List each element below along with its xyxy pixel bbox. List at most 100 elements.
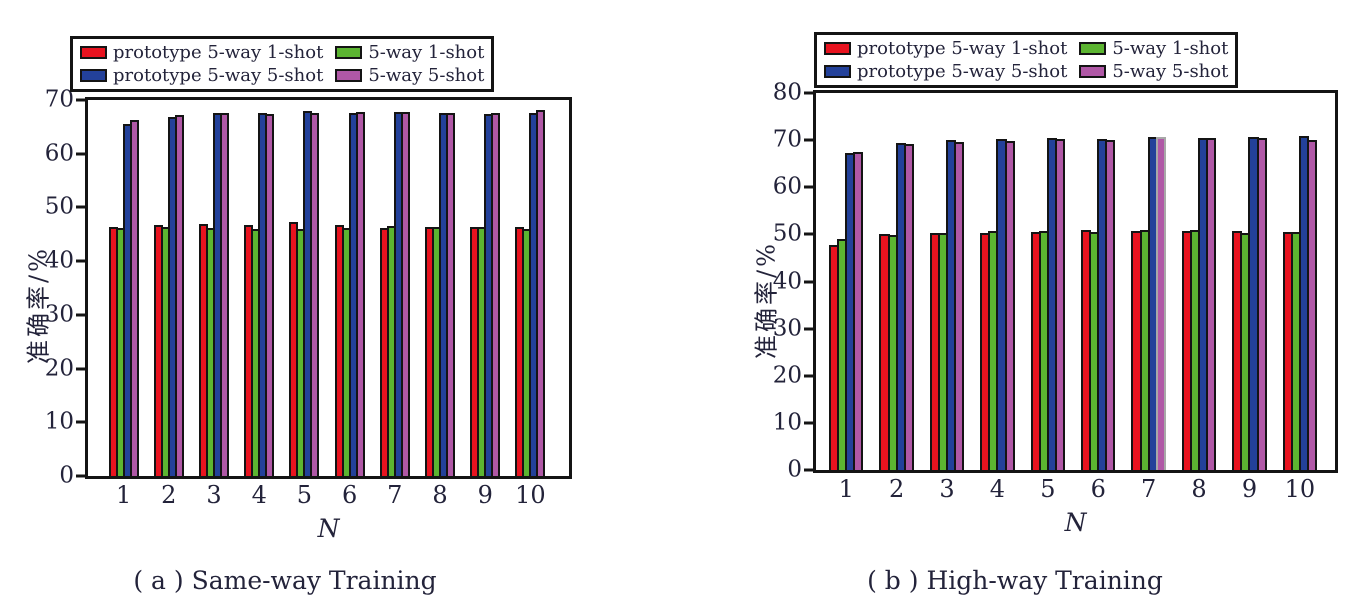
legend-item: 5-way 5-shot — [335, 64, 484, 87]
bar-group — [101, 100, 146, 476]
bar — [491, 112, 501, 476]
bar — [220, 113, 230, 476]
bar — [129, 119, 139, 476]
legend-label: 5-way 1-shot — [1112, 38, 1229, 59]
legend-swatch-icon — [824, 42, 851, 55]
bar — [1256, 137, 1267, 470]
legend-label: prototype 5-way 1-shot — [857, 38, 1068, 59]
y-tick-mark — [804, 138, 814, 142]
y-tick-label: 80 — [772, 79, 802, 106]
y-tick-mark — [804, 91, 814, 95]
x-tick-label: 3 — [939, 475, 955, 503]
legend: prototype 5-way 1-shot 5-way 1-shot protot… — [70, 36, 495, 92]
bar — [536, 109, 546, 476]
legend-item: 5-way 1-shot — [335, 41, 484, 64]
bar — [400, 112, 410, 476]
x-tick-label: 6 — [341, 481, 358, 509]
x-tick-label: 7 — [387, 481, 403, 509]
x-tick-label: 8 — [1191, 475, 1207, 503]
bar-group — [417, 100, 462, 476]
x-tick-label: 10 — [515, 481, 546, 509]
legend-item: prototype 5-way 5-shot — [80, 64, 323, 87]
bar — [310, 112, 320, 476]
plot-area: 0 10 20 30 40 50 60 70 80 1 2 3 4 5 6 7 8 9 10 N — [773, 81, 1338, 535]
chart-caption: ( a ) Same-way Training — [133, 566, 437, 595]
legend-swatch-icon — [80, 69, 107, 82]
x-tick-label: 8 — [432, 481, 448, 509]
y-tick-label: 0 — [59, 462, 74, 489]
y-tick-mark — [76, 474, 86, 478]
legend-swatch-icon — [335, 46, 363, 59]
y-tick-mark — [804, 327, 814, 331]
y-tick-mark — [804, 185, 814, 189]
x-tick-label: 10 — [1284, 475, 1316, 503]
x-tick-label: 5 — [296, 481, 313, 509]
bar-group — [146, 100, 191, 476]
x-tick-label: 3 — [206, 481, 222, 509]
bar — [954, 142, 965, 470]
bar — [1105, 139, 1116, 470]
bar-group — [191, 100, 236, 476]
y-tick-mark — [76, 420, 86, 424]
x-tick-label: 9 — [477, 481, 493, 509]
x-tick-label: 6 — [1090, 475, 1106, 503]
bar — [1054, 138, 1065, 470]
bar — [355, 111, 365, 476]
bar — [1206, 138, 1217, 470]
bar-group — [282, 100, 327, 476]
y-tick-mark — [76, 259, 86, 263]
bar-group — [463, 100, 508, 476]
y-tick-mark — [804, 232, 814, 236]
y-axis-label: 准确率/% — [752, 241, 781, 359]
y-tick-mark — [76, 367, 86, 371]
y-tick-label: 50 — [44, 193, 74, 220]
bar-group — [871, 93, 921, 470]
bar — [446, 112, 456, 476]
bars-container — [816, 93, 1335, 470]
legend-item: prototype 5-way 1-shot — [80, 41, 323, 64]
x-tick-label: 2 — [161, 481, 177, 509]
y-tick-mark — [76, 152, 86, 156]
plot-area: 0 10 20 30 40 50 60 70 1 2 3 4 5 6 7 8 9 10 N — [45, 88, 572, 541]
bar — [1004, 141, 1015, 470]
bar — [1155, 137, 1166, 470]
y-tick-label: 70 — [772, 126, 802, 153]
y-tick-mark — [76, 98, 86, 102]
legend-swatch-icon — [1079, 65, 1107, 78]
legend-swatch-icon — [1079, 42, 1107, 55]
legend-label: 5-way 5-shot — [1112, 61, 1229, 82]
x-axis: 1 2 3 4 5 6 7 8 9 10 — [88, 483, 569, 507]
y-axis-label: 准确率/% — [24, 246, 53, 364]
x-tick-label: 7 — [1141, 475, 1157, 503]
bar — [853, 152, 864, 470]
bar-group — [508, 100, 553, 476]
x-tick-label: 9 — [1241, 475, 1258, 503]
x-tick-label: 1 — [838, 475, 854, 503]
legend-label: prototype 5-way 5-shot — [113, 65, 324, 86]
x-axis: 1 2 3 4 5 6 7 8 9 10 — [816, 477, 1335, 501]
bar-group — [1174, 93, 1224, 470]
bar-group — [1224, 93, 1274, 470]
bar-group — [237, 100, 282, 476]
x-tick-label: 5 — [1040, 475, 1056, 503]
x-axis-label: N — [1064, 508, 1087, 537]
bar-group — [821, 93, 871, 470]
bar-group — [1023, 93, 1073, 470]
x-tick-label: 1 — [115, 481, 132, 509]
chart-caption: ( b ) High-way Training — [867, 566, 1163, 595]
x-axis-label: N — [317, 514, 340, 543]
bar — [903, 144, 914, 470]
y-tick-label: 10 — [44, 408, 74, 435]
x-tick-label: 4 — [989, 475, 1006, 503]
bar-group — [972, 93, 1022, 470]
bars-container — [88, 100, 569, 476]
y-tick-mark — [804, 280, 814, 283]
legend-label: 5-way 1-shot — [368, 42, 485, 63]
legend: prototype 5-way 1-shot 5-way 1-shot protot… — [814, 32, 1239, 88]
y-tick-mark — [76, 313, 86, 317]
bar-group — [1275, 93, 1325, 470]
legend-item: prototype 5-way 1-shot — [824, 37, 1067, 60]
y-tick-label: 10 — [772, 409, 802, 436]
bar — [174, 115, 184, 476]
legend-item: 5-way 1-shot — [1079, 37, 1228, 60]
